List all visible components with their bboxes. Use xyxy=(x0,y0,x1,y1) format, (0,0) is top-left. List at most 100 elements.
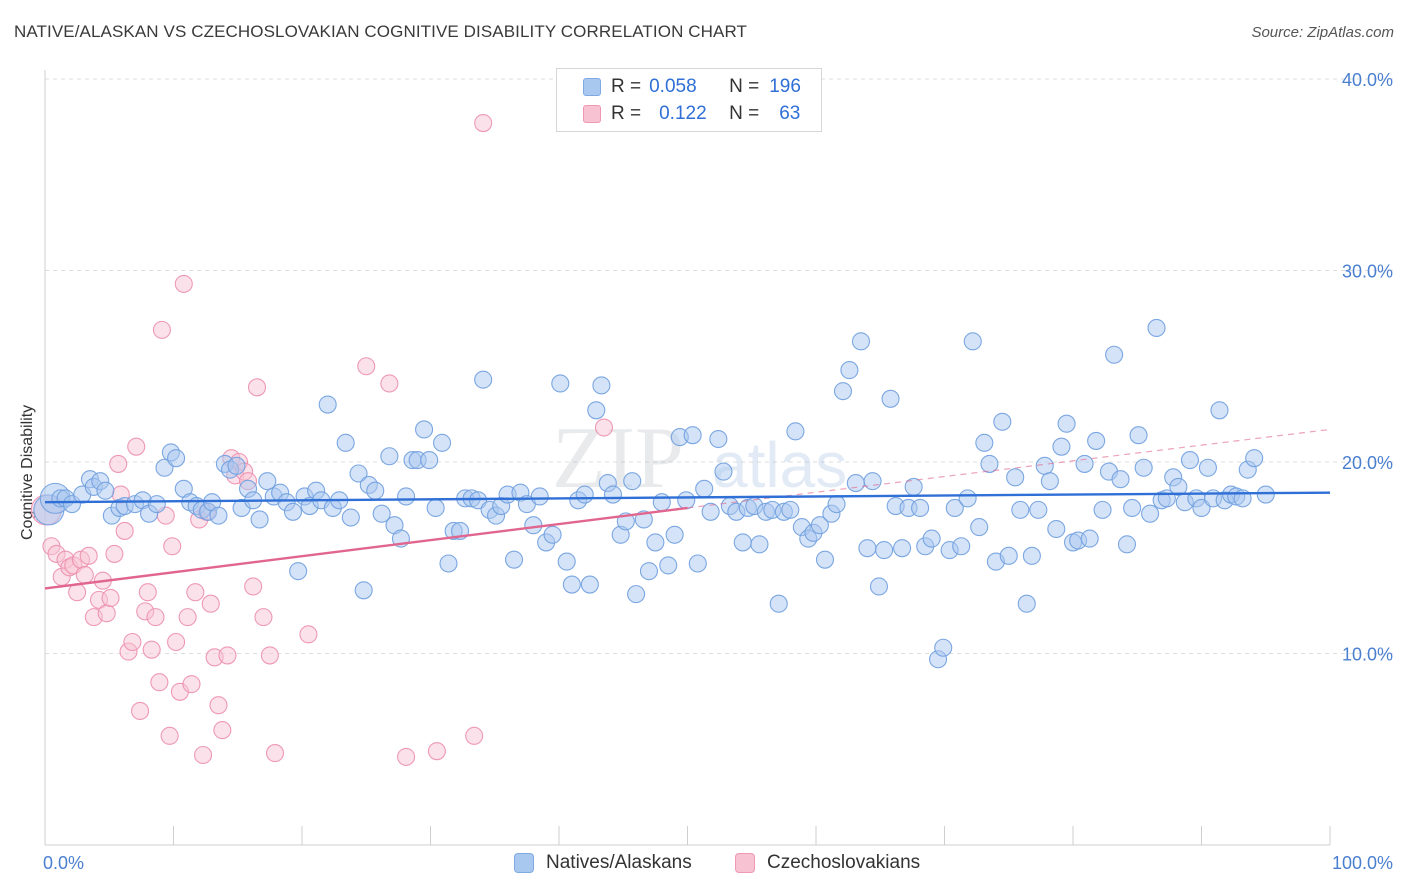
natives-alaskans-point xyxy=(952,537,971,556)
natives-alaskans-point xyxy=(147,495,166,514)
r-value: 0.058 xyxy=(649,76,697,97)
y-tick-label: 10.0% xyxy=(1342,645,1393,665)
legend: Natives/Alaskans Czechoslovakians xyxy=(0,852,1406,878)
natives-alaskans-point xyxy=(623,472,642,491)
natives-alaskans-point xyxy=(810,516,829,535)
natives-alaskans-point xyxy=(354,581,373,600)
czechoslovakians-point xyxy=(127,437,146,456)
n-value: 196 xyxy=(769,76,801,97)
natives-alaskans-point xyxy=(433,433,452,452)
natives-alaskans-point xyxy=(575,485,594,504)
natives-alaskans-point xyxy=(665,525,684,544)
czechoslovakians-point xyxy=(123,632,142,652)
n-key: N = xyxy=(729,103,760,124)
natives-alaskans-point xyxy=(922,529,941,548)
natives-alaskans-point xyxy=(733,533,752,552)
natives-alaskans-point xyxy=(318,395,337,414)
czechoslovakians-point xyxy=(75,565,94,585)
natives-alaskans-point xyxy=(289,562,308,581)
watermark-atlas: atlas xyxy=(712,429,847,501)
czechoslovakians-point xyxy=(201,594,220,613)
natives-alaskans-point xyxy=(963,332,982,351)
czechoslovakians-point xyxy=(152,320,171,339)
natives-alaskans-point xyxy=(1245,449,1264,468)
natives-alaskans-point xyxy=(1129,426,1148,445)
czechoslovakians-point xyxy=(357,357,376,376)
natives-alaskans-point xyxy=(1169,477,1188,496)
natives-alaskans-point xyxy=(815,550,835,569)
czechoslovakians-point xyxy=(397,747,416,766)
natives-alaskans-point xyxy=(750,535,769,554)
natives-alaskans-point xyxy=(366,481,385,500)
czechoslovakians-point xyxy=(109,454,128,473)
czechoslovakians-point xyxy=(209,696,228,715)
natives-alaskans-point xyxy=(397,487,416,506)
source-label: Source: ZipAtlas.com xyxy=(1251,24,1394,41)
czechoslovakians-point xyxy=(150,673,169,692)
r-value: 0.122 xyxy=(659,103,707,124)
czechoslovakians-point xyxy=(213,721,232,740)
czechoslovakians-point xyxy=(182,675,201,694)
natives-alaskans-point xyxy=(695,479,714,498)
stats-swatch-natives xyxy=(583,78,601,96)
natives-alaskans-point xyxy=(1256,485,1275,504)
natives-alaskans-point xyxy=(439,554,458,573)
natives-alaskans-point xyxy=(551,374,570,393)
natives-alaskans-point xyxy=(1210,401,1229,420)
natives-alaskans-point xyxy=(426,498,445,518)
y-tick-label: 40.0% xyxy=(1342,70,1393,90)
r-key: R = xyxy=(611,103,642,124)
natives-alaskans-point xyxy=(1075,454,1094,473)
legend-item-czechoslovakians[interactable]: Czechoslovakians xyxy=(735,852,920,874)
natives-alaskans-point xyxy=(1147,318,1166,338)
natives-alaskans-point xyxy=(167,449,186,468)
natives-alaskans-point xyxy=(639,562,659,581)
natives-alaskans-point xyxy=(827,495,846,514)
natives-alaskans-point xyxy=(1093,500,1112,519)
natives-alaskans-point xyxy=(881,389,900,408)
natives-alaskans-point xyxy=(580,575,599,594)
natives-alaskans-point xyxy=(846,474,865,493)
czechoslovakians-point xyxy=(247,378,267,397)
natives-alaskans-point xyxy=(474,370,493,389)
stats-row-natives: R = 0.058 N = 196 xyxy=(557,74,801,100)
czechoslovakians-point xyxy=(142,640,161,659)
natives-alaskans-point xyxy=(1040,472,1059,491)
y-tick-label: 20.0% xyxy=(1342,453,1393,473)
legend-item-natives[interactable]: Natives/Alaskans xyxy=(514,852,692,874)
natives-alaskans-point xyxy=(504,550,524,569)
natives-alaskans-point xyxy=(96,481,115,500)
czechoslovakians-point xyxy=(101,588,120,608)
y-tick-label: 30.0% xyxy=(1342,262,1393,282)
czechoslovakians-point xyxy=(167,632,186,652)
czechoslovakians-point xyxy=(178,608,197,627)
natives-alaskans-point xyxy=(945,498,964,518)
czechoslovakians-point xyxy=(115,521,134,540)
natives-alaskans-point xyxy=(250,510,269,529)
natives-alaskans-point xyxy=(1134,458,1153,477)
axes xyxy=(44,70,1331,846)
tick-labels: 10.0% 20.0% 30.0% 40.0% 0.0% 100.0% xyxy=(43,70,1393,873)
natives-alaskans-point xyxy=(851,332,871,351)
czechoslovakians-point xyxy=(146,608,165,627)
natives-alaskans-point xyxy=(587,401,606,420)
legend-swatch-natives xyxy=(514,853,534,873)
natives-alaskans-point xyxy=(1111,470,1130,489)
natives-alaskans-point xyxy=(875,541,894,560)
natives-alaskans-point xyxy=(709,429,728,449)
czechoslovakians-point xyxy=(594,418,614,437)
natives-alaskans-point xyxy=(1006,468,1025,487)
natives-alaskans-point xyxy=(786,422,805,441)
czechoslovakians-point xyxy=(160,726,179,745)
natives-alaskans-point xyxy=(415,420,434,439)
natives-alaskans-point xyxy=(1180,451,1199,470)
natives-alaskans-point xyxy=(603,485,623,504)
natives-alaskans-point xyxy=(934,638,953,657)
czechoslovakians-point xyxy=(474,113,493,133)
czechoslovakians-points xyxy=(30,113,614,766)
natives-alaskans-point xyxy=(958,489,977,508)
natives-alaskans-point xyxy=(652,493,671,512)
czechoslovakians-point xyxy=(79,546,98,565)
natives-alaskans-point xyxy=(1052,437,1071,456)
czechoslovakians-point xyxy=(194,745,213,765)
